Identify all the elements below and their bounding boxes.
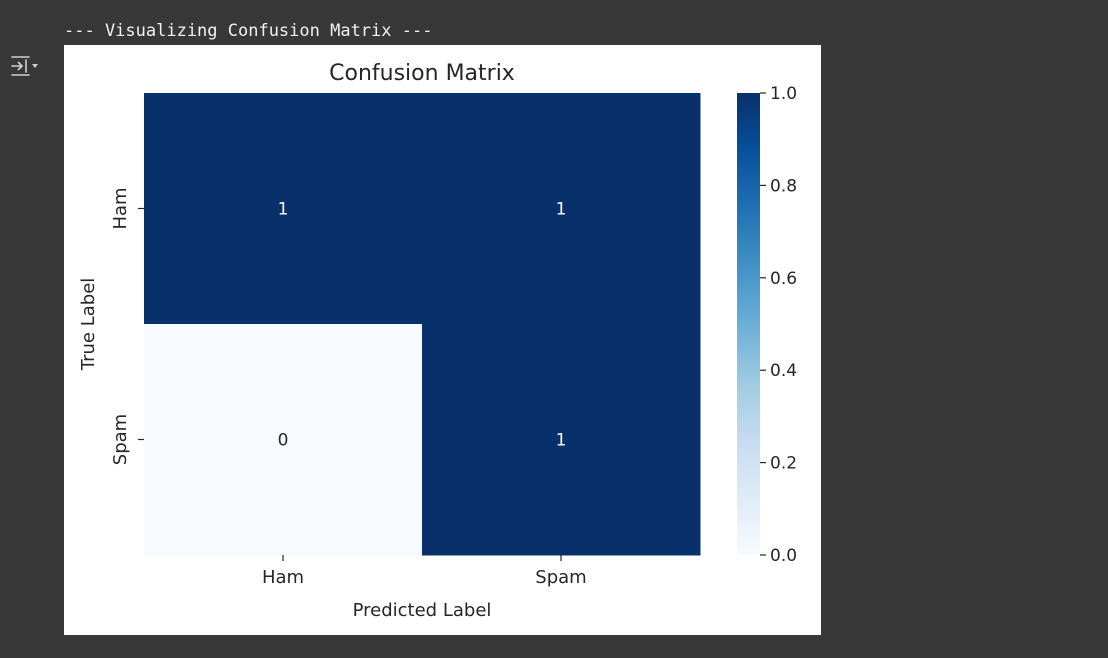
- colorbar-tick-label: 0.6: [770, 269, 797, 289]
- y-axis-label: True Label: [78, 278, 99, 372]
- output-toggle-icon[interactable]: [9, 52, 41, 80]
- colorbar-tick-label: 0.0: [770, 546, 797, 566]
- y-tick-label: Spam: [110, 414, 131, 465]
- heatmap-cell-ham-spam: [422, 93, 701, 325]
- x-tick-label: Ham: [262, 567, 304, 588]
- confusion-matrix-figure: Confusion Matrix 1 1 0 1 Ham Spam Ham Spam Pr…: [64, 45, 821, 635]
- heatmap-annotation: 0: [278, 431, 289, 451]
- colorbar-tick-label: 0.4: [770, 361, 797, 381]
- colorbar-tick-label: 0.2: [770, 454, 797, 474]
- heatmap-annotation: 1: [556, 200, 567, 220]
- heatmap-cell-spam-ham: [144, 324, 423, 556]
- confusion-matrix-chart: Confusion Matrix 1 1 0 1 Ham Spam Ham Spam Pr…: [78, 61, 797, 621]
- colorbar-tick-label: 0.8: [770, 176, 797, 196]
- chart-title: Confusion Matrix: [329, 61, 515, 86]
- y-tick-label: Ham: [110, 187, 131, 229]
- colorbar: [737, 93, 760, 555]
- cell-stdout-text: --- Visualizing Confusion Matrix ---: [64, 21, 433, 41]
- heatmap-cell-spam-spam: [422, 324, 701, 556]
- heatmap-annotation: 1: [278, 200, 289, 220]
- x-tick-label: Spam: [535, 567, 586, 588]
- heatmap-cell-ham-ham: [144, 93, 423, 325]
- heatmap-annotation: 1: [556, 431, 567, 451]
- x-axis-label: Predicted Label: [353, 600, 492, 621]
- colorbar-tick-label: 1.0: [770, 84, 797, 104]
